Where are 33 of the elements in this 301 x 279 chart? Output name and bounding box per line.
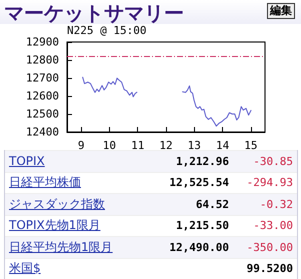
x-tick-label: 11 [131,139,144,152]
y-tick-label: 12400 [26,126,59,138]
text: TOPIX先物1限月 [8,217,102,234]
edit-button: 編集 [267,3,295,19]
text: ジャスダック指数 [8,196,106,213]
x-tick-label: 14 [216,139,230,152]
chart-subtitle: N225 @ 15:00 [67,24,146,37]
text: -350.00 [246,240,293,254]
text: -33.00 [252,219,293,232]
text: 12,490.00 [168,240,229,254]
text: 99.5200 [246,262,293,276]
x-tick-label: 12 [159,139,173,152]
x-tick-label: 9 [78,139,84,152]
text: 12,525.54 [168,176,229,190]
text: -0.32 [258,198,293,211]
y-tick-label: 12600 [26,90,59,102]
text: 日経平均先物1限月 [8,238,114,256]
x-tick-label: 10 [102,139,116,152]
text: 日経平均株価 [8,174,82,192]
y-tick-label: 12500 [26,108,59,120]
text: 1,212.96 [175,154,229,168]
text: TOPIX [8,154,46,168]
x-tick-label: 13 [188,139,201,152]
x-tick-label: 15 [244,139,258,152]
y-tick-label: 12700 [26,72,59,84]
text: 1,215.50 [175,219,229,232]
text: 米国$ [8,260,42,278]
text: 64.52 [194,198,229,211]
y-tick-label: 12800 [26,54,59,66]
y-tick-label: 12900 [26,36,59,48]
chart-title: マーケットサマリー [4,0,184,26]
text: -30.85 [252,154,293,168]
text: -294.93 [246,176,293,190]
